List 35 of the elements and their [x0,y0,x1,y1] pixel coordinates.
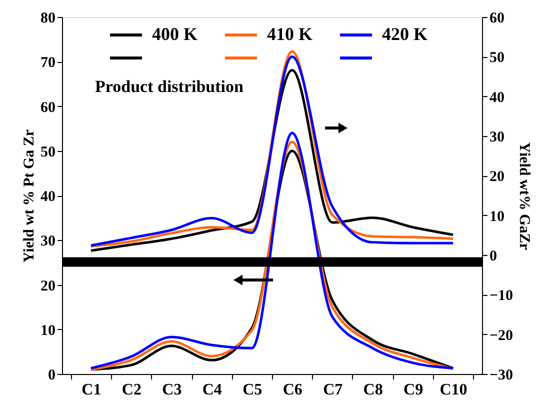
x-tick-label: C10 [440,382,468,398]
legend-label: 420 K [382,24,428,44]
legend-label: 410 K [267,24,313,44]
y-tick-label: 0 [48,368,56,384]
y2-tick-label: 30 [490,130,504,146]
y-tick-label: 10 [40,322,56,339]
x-tick-label: C6 [282,382,302,398]
y-axis-title: Yield wt % Pt Ga Zr [22,129,38,263]
y-tick-label: 20 [40,278,56,294]
y-tick-label: 80 [40,10,56,26]
y2-tick-label: 50 [490,50,504,66]
y-tick-label: 30 [40,234,56,250]
y-tick-label: 40 [40,189,56,205]
y2-tick-label: 60 [490,10,504,26]
y2-axis-title: Yield wt% GaZr [516,142,532,250]
y2-tick-label: 10 [490,208,504,225]
x-tick-label: C4 [202,382,222,398]
x-tick-label: C5 [242,382,262,398]
legend-label: 400 K [152,24,198,44]
y2-tick-label: 20 [490,169,504,186]
x-tick-label: C3 [162,382,182,398]
y-tick-label: 50 [40,144,56,160]
x-tick-label: C2 [122,382,142,398]
x-tick-label: C7 [323,382,343,398]
y2-tick-label: 40 [490,90,504,106]
x-tick-label: C9 [404,382,424,398]
x-tick-label: C1 [82,382,102,398]
x-tick-label: C8 [363,382,383,398]
y2-tick-label: −10 [490,288,514,304]
y-tick-label: 70 [40,55,56,72]
y2-tick-label: −30 [490,368,514,384]
y2-tick-label: 0 [490,248,497,264]
y-tick-label: 60 [40,100,56,116]
annotation: Product distribution [95,77,244,96]
y2-tick-label: −20 [490,328,514,344]
